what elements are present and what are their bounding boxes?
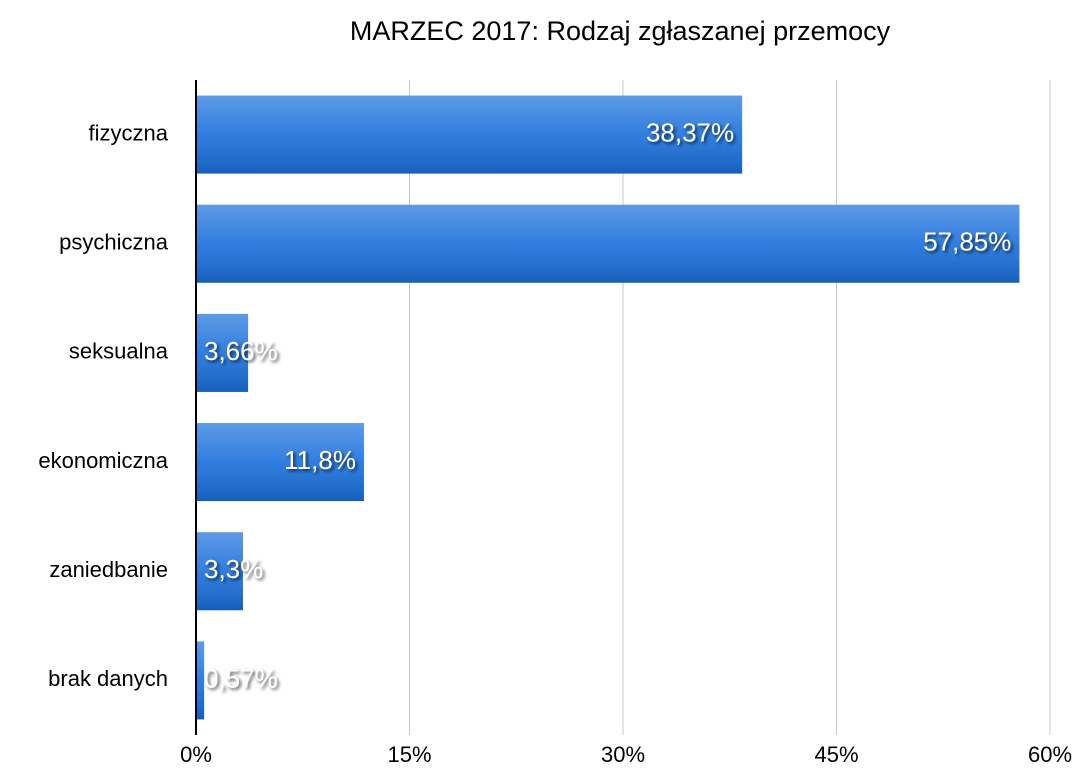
x-tick-label: 30% — [601, 742, 645, 767]
data-label: 38,37% — [646, 117, 734, 147]
bar-shine — [196, 95, 743, 174]
x-tick-label: 60% — [1028, 742, 1072, 767]
y-tick-label: ekonomiczna — [38, 448, 168, 473]
y-tick-label: brak danych — [48, 666, 168, 691]
data-label: 57,85% — [923, 227, 1011, 257]
x-tick-label: 0% — [180, 742, 212, 767]
data-label: 0,57% — [204, 663, 278, 693]
data-label: 3,3% — [204, 554, 263, 584]
bar-shine — [196, 313, 249, 392]
bar-shine — [196, 532, 243, 611]
y-tick-label: psychiczna — [59, 230, 169, 255]
y-tick-label: seksualna — [69, 339, 169, 364]
chart-title: MARZEC 2017: Rodzaj zgłaszanej przemocy — [350, 16, 891, 46]
data-label: 11,8% — [284, 445, 356, 475]
bar-shine — [196, 641, 205, 720]
bar-shine — [196, 423, 364, 502]
bar-shine — [196, 204, 1020, 283]
x-tick-label: 45% — [814, 742, 858, 767]
x-tick-label: 15% — [387, 742, 431, 767]
y-tick-label: fizyczna — [89, 120, 169, 145]
data-label: 3,66% — [204, 336, 278, 366]
y-tick-label: zaniedbanie — [49, 557, 168, 582]
